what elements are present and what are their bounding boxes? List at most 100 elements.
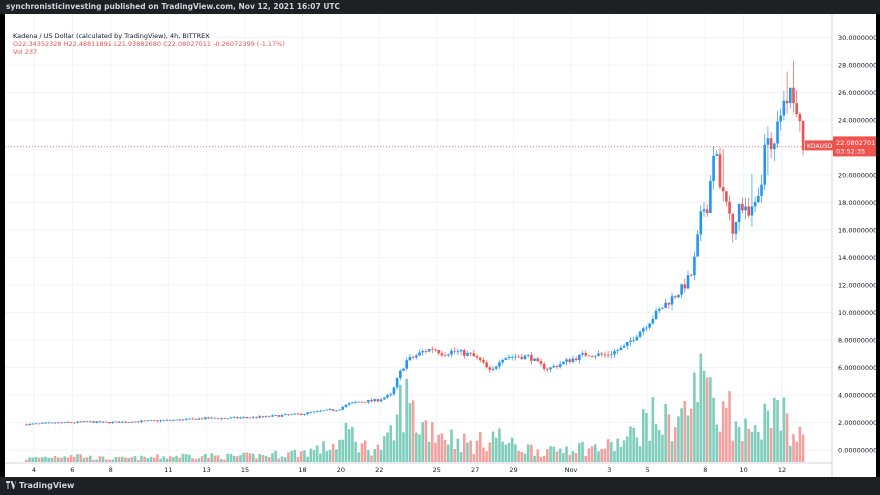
volume-bar [264, 455, 268, 462]
candle-body [757, 195, 760, 203]
y-tick-label: 8.00000000 [838, 337, 876, 345]
volume-bar [472, 454, 476, 462]
volume-bar [571, 451, 575, 462]
candle-body [702, 209, 706, 212]
volume-bar [578, 443, 581, 462]
candle-body [753, 202, 757, 207]
volume-bar [85, 457, 89, 462]
volume-bar [546, 449, 549, 462]
candle-body [769, 138, 773, 150]
candle-body [571, 358, 575, 362]
candle-body [178, 419, 182, 421]
candle-body [795, 103, 798, 115]
candle-body [526, 355, 530, 356]
candle-body [798, 114, 802, 122]
volume-bar [178, 457, 182, 462]
candle-body [709, 181, 712, 214]
tradingview-brand[interactable]: TradingView [6, 481, 74, 490]
candle-body [162, 420, 166, 422]
volume-bar [181, 453, 185, 462]
volume-bar [705, 377, 709, 462]
volume-bar [63, 456, 66, 462]
volume-bar [462, 433, 466, 462]
x-tick-label: 3 [607, 466, 611, 474]
volume-bar [319, 453, 322, 462]
volume-bar [501, 441, 504, 462]
volume-bar [69, 455, 73, 462]
volume-bar [664, 403, 667, 462]
volume-bar [299, 451, 303, 462]
volume-bar [216, 455, 220, 462]
candle-body [197, 418, 201, 420]
volume-bar [395, 414, 399, 462]
volume-bar [737, 427, 741, 462]
candle-body [549, 367, 552, 370]
candle-body [341, 406, 345, 410]
volume-bar [424, 420, 428, 462]
candle-body [689, 275, 693, 277]
candle-body [28, 423, 31, 426]
candle-body [229, 417, 233, 419]
candle-body [504, 358, 508, 360]
candle-body [517, 356, 520, 358]
candle-body [664, 302, 667, 308]
candle-body [731, 213, 735, 234]
candle-body [469, 352, 472, 354]
candle-body [360, 401, 364, 403]
candle-body [104, 421, 108, 423]
candle-body [466, 352, 469, 356]
candle-body [383, 397, 386, 400]
candle-body [686, 275, 690, 289]
volume-bar [702, 370, 706, 462]
candle-body [443, 355, 447, 357]
candle-body [600, 353, 604, 355]
volume-bar [469, 440, 472, 462]
volume-bar [629, 426, 632, 462]
candle-body [194, 418, 198, 420]
volume-bar [434, 442, 437, 462]
volume-bar [792, 434, 795, 462]
candle-body [533, 358, 536, 361]
volume-bar [654, 424, 658, 462]
candle-body [542, 363, 546, 369]
volume-bar [536, 449, 540, 462]
volume-bar [290, 450, 293, 462]
volume-bar [715, 424, 719, 462]
candle-body [450, 350, 453, 355]
volume-bar [731, 440, 735, 462]
volume-bar [370, 455, 373, 462]
volume-bar [322, 441, 325, 462]
volume-bar [255, 458, 258, 462]
volume-bar [597, 451, 600, 462]
candle-body [715, 154, 719, 156]
volume-bar [689, 408, 693, 462]
candle-body [712, 155, 715, 182]
candle-body [261, 416, 265, 418]
volume-bar [606, 439, 610, 462]
volume-bar [79, 454, 82, 462]
candle-body [488, 367, 492, 370]
volume-bar [120, 456, 124, 462]
volume-bar [136, 460, 140, 462]
candle-body [558, 364, 562, 368]
volume-bar [168, 456, 172, 462]
footer-bar: TradingView [0, 477, 880, 495]
chart-panel[interactable]: 0.00000000 2.00000000 4.00000000 6.00000000… [5, 14, 876, 477]
y-tick-label: 12.00000000 [838, 282, 876, 290]
candle-body [514, 356, 517, 358]
volume-bar [648, 440, 651, 462]
candle-body [392, 387, 396, 395]
x-tick-label: 13 [202, 466, 210, 474]
volume-bar [638, 446, 642, 462]
candle-body [734, 222, 738, 234]
candle-body [501, 359, 504, 363]
y-tick-label: 0.00000000 [838, 447, 876, 455]
candle-body [111, 421, 114, 424]
candle-body [737, 203, 741, 223]
volume-bar [50, 457, 54, 462]
candle-body [705, 209, 709, 214]
candlestick-chart[interactable]: 0.00000000 2.00000000 4.00000000 6.00000000… [5, 14, 876, 477]
volume-bar [344, 422, 348, 462]
y-tick-label: 16.00000000 [838, 227, 876, 235]
volume-bar [152, 457, 156, 462]
